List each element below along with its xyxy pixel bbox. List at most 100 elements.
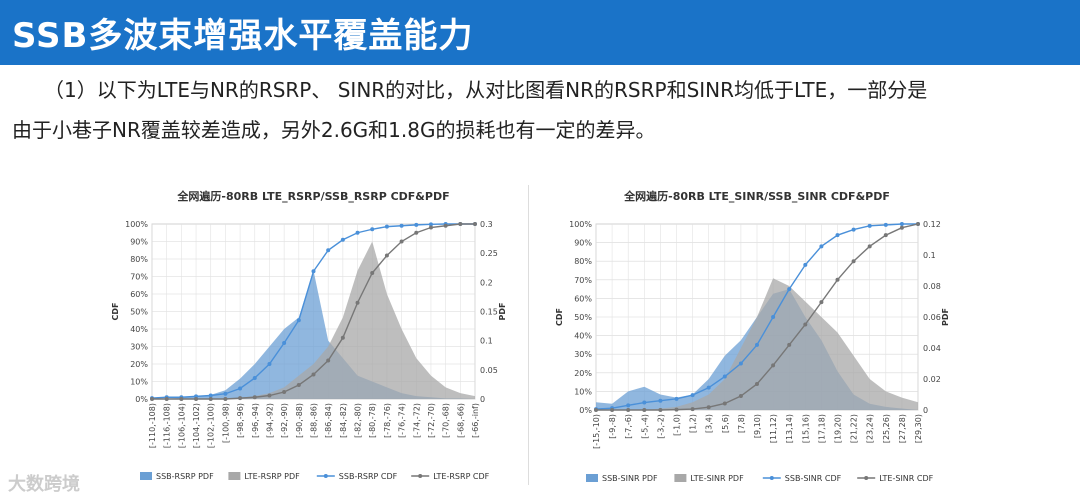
x-tick-label: [7,8) [737,414,746,433]
x-tick-label: [-98,-96) [236,403,245,438]
x-tick-label: [-82,-80) [354,403,363,438]
rsrp-chart: 全网遍历-80RB LTE_RSRP/SSB_RSRP CDF&PDF 0% 10%… [100,182,530,487]
data-point-lte-rsrp-cdf [252,395,257,400]
y-tick-right: 0.25 [480,249,498,258]
legend-swatch [674,474,687,482]
y-tick-left: 50% [130,308,148,317]
data-point-ssb-sinr-cdf [835,233,840,238]
legend-swatch [140,472,152,480]
legend-label: LTE-RSRP PDF [244,472,300,481]
data-point-lte-rsrp-cdf [208,397,213,401]
data-point-lte-sinr-cdf [594,408,598,412]
data-point-ssb-rsrp-cdf [296,318,301,323]
legend-swatch [586,474,598,482]
y-tick-left: 60% [130,290,148,299]
chart-divider [528,185,529,485]
data-point-lte-rsrp-cdf [414,230,419,235]
data-point-lte-rsrp-cdf [370,271,375,275]
data-point-ssb-rsrp-cdf [311,269,316,274]
y-axis-label-left: CDF [111,303,120,321]
data-point-ssb-rsrp-cdf [414,222,419,227]
sinr-chart: 全网遍历-80RB LTE_SINR/SSB_SINR CDF&PDF 0% 10%… [546,182,986,487]
data-point-lte-sinr-cdf [883,233,888,238]
paragraph-2: 由于小巷子NR覆盖较差造成，另外2.6G和1.8G的损耗也有一定的差异。 [12,118,656,142]
legend-item: SSB-RSRP CDF [316,472,398,481]
legend-item: LTE-RSRP CDF [411,472,490,481]
data-point-ssb-rsrp-cdf [238,386,243,391]
legend-item: SSB-RSRP PDF [140,472,214,481]
data-point-ssb-rsrp-cdf [223,391,228,396]
data-point-lte-rsrp-cdf [223,397,228,401]
y-tick-left: 100% [125,220,148,229]
x-tick-label: [19,20) [834,414,843,443]
x-tick-label: [9,10) [753,414,762,438]
x-tick-label: [-96,-94) [251,403,260,438]
legend-marker [418,474,423,478]
legend-label: SSB-RSRP PDF [156,472,214,481]
legend-swatch [228,472,241,480]
legend-item: SSB-SINR PDF [586,474,658,483]
y-tick-left: 80% [574,257,592,266]
data-point-ssb-rsrp-cdf [384,224,389,229]
y-tick-left: 0% [135,395,148,404]
y-tick-left: 40% [574,332,592,341]
data-point-ssb-rsrp-cdf [428,222,433,227]
legend-label: SSB-SINR CDF [785,474,842,483]
legend-item: SSB-SINR CDF [762,474,842,483]
y-tick-left: 70% [574,276,592,285]
y-tick-right: 0 [923,406,928,415]
y-tick-left: 20% [130,360,148,369]
data-point-lte-sinr-cdf [626,408,631,412]
x-tick-label: [11,12) [769,414,778,443]
legend-marker [864,476,869,480]
data-point-ssb-rsrp-cdf [252,376,257,380]
x-tick-label: [-9,-8) [608,414,617,439]
x-tick-label: [25,26) [882,414,891,443]
data-point-lte-sinr-cdf [803,322,808,327]
y-tick-left: 90% [130,238,148,247]
x-tick-label: [-80,-78) [368,403,377,438]
x-tick-label: [15,16) [801,414,810,443]
data-point-lte-rsrp-cdf [296,383,301,387]
series-area-lte-rsrp-pdf [152,241,475,399]
data-point-lte-rsrp-cdf [443,223,448,228]
legend-label: SSB-SINR PDF [602,474,658,483]
data-point-ssb-sinr-cdf [706,385,711,390]
data-point-ssb-sinr-cdf [899,222,904,226]
x-tick-label: [1,2) [689,414,698,433]
data-point-lte-rsrp-cdf [179,397,184,401]
y-tick-left: 0% [579,406,592,415]
data-point-ssb-rsrp-cdf [208,393,213,398]
y-tick-left: 70% [130,273,148,282]
x-tick-label: [5,6) [721,414,730,433]
y-tick-left: 20% [574,369,592,378]
y-tick-left: 80% [130,255,148,264]
data-point-lte-sinr-cdf [787,342,792,347]
data-point-ssb-sinr-cdf [867,223,872,228]
x-tick-label: [-106,-104) [177,403,186,448]
x-tick-label: [3,4) [705,414,714,433]
x-tick-label: [23,24) [866,414,875,443]
x-tick-label: [21,22) [850,414,859,443]
x-tick-label: [-86,-84) [324,403,333,438]
data-point-ssb-rsrp-cdf [399,223,404,228]
legend-marker [323,474,328,478]
data-point-lte-rsrp-cdf [311,372,316,377]
y-tick-right: 0.06 [923,313,941,322]
y-tick-right: 0.1 [923,251,936,260]
data-point-lte-sinr-cdf [867,244,872,249]
watermark-logo: 大数跨境 [8,474,80,495]
data-point-lte-rsrp-cdf [384,253,389,258]
x-tick-label: [13,14) [785,414,794,443]
data-point-ssb-sinr-cdf [642,400,647,405]
y-tick-left: 100% [569,220,592,229]
x-tick-label: [-68,-66) [456,403,465,438]
data-point-ssb-sinr-cdf [803,262,808,267]
data-point-ssb-sinr-cdf [722,374,727,379]
rsrp-chart-svg: 全网遍历-80RB LTE_RSRP/SSB_RSRP CDF&PDF 0% 10%… [111,189,507,481]
x-tick-label: [-1,0) [673,414,682,436]
y-axis-label-right: PDF [498,303,507,321]
data-point-ssb-sinr-cdf [690,393,695,398]
data-point-ssb-rsrp-cdf [340,237,345,242]
data-point-lte-rsrp-cdf [473,222,477,226]
